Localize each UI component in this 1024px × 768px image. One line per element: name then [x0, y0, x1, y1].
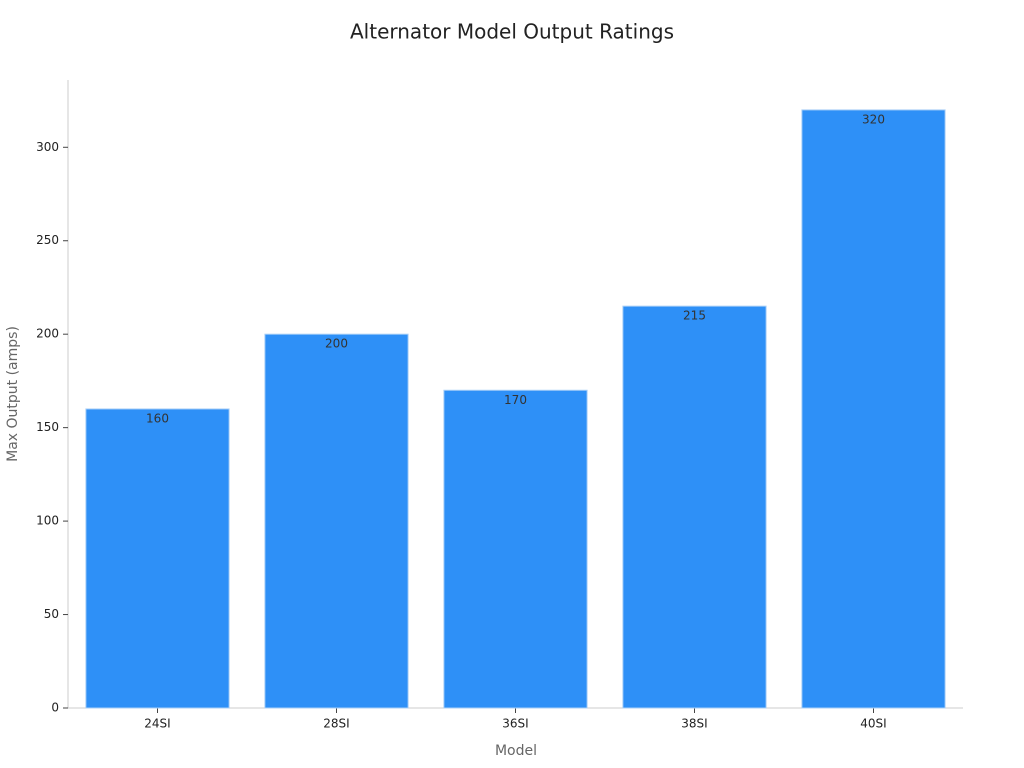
x-axis-title: Model: [495, 743, 537, 759]
bar: [85, 408, 230, 709]
y-tick-label: 50: [44, 607, 59, 621]
x-tick-label: 38SI: [681, 717, 707, 731]
y-tick-label: 150: [36, 420, 59, 434]
bar: [801, 109, 946, 709]
value-label: 200: [325, 337, 348, 351]
chart-title: Alternator Model Output Ratings: [350, 20, 674, 44]
y-axis-title: Max Output (amps): [5, 326, 21, 462]
bar: [264, 333, 409, 709]
value-label: 215: [683, 309, 706, 323]
value-label: 160: [146, 411, 169, 425]
y-tick-label: 200: [36, 327, 59, 341]
y-tick-label: 100: [36, 514, 59, 528]
y-tick-label: 300: [36, 140, 59, 154]
x-tick-label: 36SI: [502, 717, 528, 731]
value-label: 170: [504, 393, 527, 407]
bar: [443, 389, 588, 709]
x-tick-label: 28SI: [323, 717, 349, 731]
bar: [622, 305, 767, 709]
x-tick-label: 24SI: [144, 717, 170, 731]
x-tick-label: 40SI: [860, 717, 886, 731]
y-tick-label: 250: [36, 233, 59, 247]
y-tick-label: 0: [51, 701, 59, 715]
value-label: 320: [862, 112, 885, 126]
